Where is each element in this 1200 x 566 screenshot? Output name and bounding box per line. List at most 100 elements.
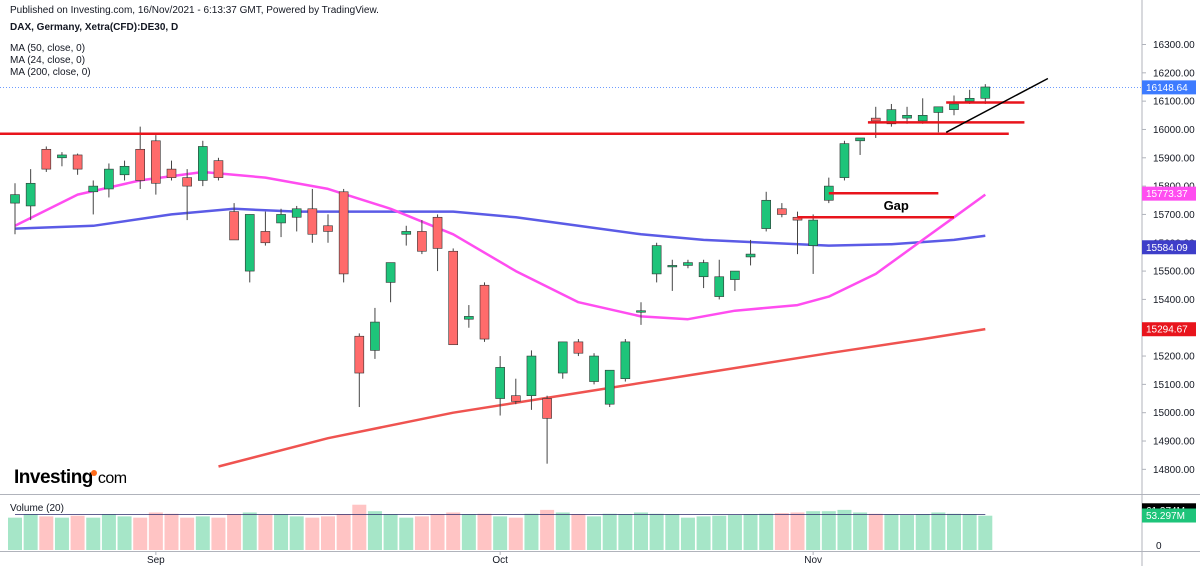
volume-bar: [524, 513, 539, 550]
candle-down: [417, 231, 427, 252]
volume-bar: [900, 515, 915, 550]
candle-up: [464, 316, 474, 320]
candle-up: [949, 103, 959, 110]
candle-up: [917, 115, 928, 122]
volume-bar: [8, 517, 22, 550]
y-tick-label: 16300.00: [1153, 40, 1195, 51]
volume-bar: [915, 514, 930, 550]
volume-bar: [931, 512, 946, 550]
ma-legend-3: MA (200, close, 0): [10, 67, 91, 78]
candle-up: [667, 265, 678, 268]
candle-down: [479, 284, 490, 340]
candle-down: [182, 177, 192, 187]
candle-down: [542, 398, 552, 419]
volume-bar: [759, 513, 774, 550]
candle-down: [777, 208, 787, 215]
candle-up: [651, 245, 662, 275]
price-tag-box: [1142, 186, 1196, 201]
candle-down: [166, 168, 177, 178]
volume-bar: [461, 514, 476, 550]
candle-up: [808, 219, 818, 246]
volume-bar: [258, 515, 273, 550]
volume-bar: [383, 514, 398, 550]
volume-bar: [540, 509, 555, 550]
candle-up: [370, 321, 380, 351]
candle-down: [432, 216, 443, 249]
candle-up: [980, 86, 991, 99]
price-tag-label: 16148.64: [1146, 83, 1188, 94]
candle-up: [198, 146, 208, 181]
volume-bar: [274, 514, 289, 550]
candle-up: [964, 98, 975, 102]
volume-bar: [164, 513, 179, 550]
candle-up: [495, 367, 505, 399]
published-note: Published on Investing.com, 16/Nov/2021 …: [10, 5, 379, 16]
volume-bar: [101, 514, 116, 550]
candle-down: [338, 191, 349, 275]
candle-up: [714, 276, 725, 297]
volume-bar: [54, 517, 69, 550]
x-tick-label: Oct: [492, 555, 508, 566]
volume-bar: [821, 511, 836, 550]
y-tick-label: 16200.00: [1153, 68, 1195, 79]
price-tag-label: 15294.67: [1146, 325, 1188, 336]
candle-up: [683, 262, 693, 266]
volume-bar: [508, 517, 523, 550]
volume-bar: [680, 517, 695, 550]
candle-up: [604, 369, 615, 405]
volume-bar: [321, 516, 335, 550]
y-tick-label: 14900.00: [1153, 437, 1195, 448]
candle-up: [698, 262, 709, 278]
volume-bar: [195, 516, 210, 550]
candle-down: [151, 140, 161, 184]
volume-bar: [477, 513, 492, 550]
volume-bar: [414, 516, 429, 550]
volume-bar: [727, 515, 742, 550]
candle-down: [510, 395, 521, 402]
volume-bar: [853, 512, 868, 550]
price-tag-box: [1142, 80, 1196, 95]
candle-down: [573, 341, 584, 354]
volume-bar: [352, 504, 367, 550]
volume-bar: [493, 516, 508, 550]
x-tick-label: Sep: [147, 555, 165, 566]
candle-up: [730, 270, 740, 280]
volume-bar: [227, 514, 242, 550]
candle-up: [104, 168, 114, 190]
ma-legend-2: MA (24, close, 0): [10, 55, 86, 66]
price-tag-box: [1142, 240, 1196, 255]
candle-down: [135, 148, 145, 181]
candle-up: [244, 214, 255, 272]
y-tick-label: 14800.00: [1153, 465, 1195, 476]
candle-down: [354, 335, 365, 374]
volume-bar: [696, 516, 711, 550]
volume-bar: [602, 513, 617, 550]
logo-suffix: com: [97, 470, 127, 487]
volume-bar: [180, 517, 195, 550]
candle-down: [870, 117, 881, 122]
candle-up: [886, 109, 897, 125]
candle-up: [88, 185, 99, 193]
volume-bar: [23, 514, 38, 550]
y-tick-label: 15700.00: [1153, 210, 1195, 221]
volume-bar: [571, 514, 586, 550]
volume-tick-label: 0: [1156, 541, 1162, 552]
volume-bar: [743, 514, 758, 550]
ma-line-ma50: [14, 207, 986, 247]
volume-tag-label: 53.297M: [1146, 511, 1185, 522]
candle-up: [401, 231, 412, 235]
logo-text: Investing: [14, 467, 93, 488]
volume-bar: [399, 517, 414, 550]
candle-up: [557, 341, 568, 374]
ma-legend-1: MA (50, close, 0): [10, 43, 86, 54]
volume-bar: [712, 515, 727, 550]
volume-bar: [806, 511, 821, 550]
volume-tag-box: [1142, 508, 1196, 523]
candle-up: [276, 214, 286, 224]
y-tick-label: 15200.00: [1153, 352, 1195, 363]
volume-bar: [446, 512, 461, 550]
y-tick-label: 15500.00: [1153, 267, 1195, 278]
trend-line: [945, 77, 1049, 133]
logo-dot-icon: [90, 469, 97, 476]
